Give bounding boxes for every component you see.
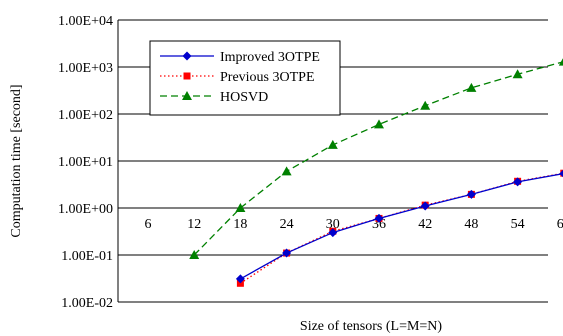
x-tick-label: 18 — [233, 217, 247, 232]
axes — [117, 20, 548, 303]
data-series — [189, 58, 563, 287]
y-tick-label: 1.00E-02 — [61, 296, 113, 311]
legend-item: Previous 3OTPE — [160, 70, 315, 85]
series-line — [240, 173, 563, 280]
legend-box — [149, 40, 341, 116]
data-point — [466, 82, 477, 92]
y-tick-label: 1.00E+03 — [58, 61, 113, 76]
data-point — [374, 119, 384, 129]
x-tick-labels: 6121824303642485460 — [145, 217, 563, 232]
data-point — [420, 100, 431, 110]
data-point — [558, 58, 563, 66]
x-tick-label: 6 — [145, 217, 152, 232]
data-point — [282, 248, 292, 258]
data-point — [183, 72, 191, 80]
data-point — [328, 228, 338, 238]
data-point — [374, 213, 384, 223]
data-point — [512, 69, 523, 79]
data-point — [420, 201, 430, 211]
x-tick-label: 24 — [280, 217, 294, 232]
data-point — [327, 139, 338, 149]
data-point — [513, 177, 523, 187]
x-tick-label: 54 — [511, 217, 525, 232]
y-tick-label: 1.00E+04 — [58, 14, 113, 29]
x-tick-label: 48 — [464, 217, 478, 232]
data-point — [182, 51, 192, 61]
data-point — [235, 274, 245, 284]
y-tick-label: 1.00E+02 — [58, 108, 113, 123]
legend-item: HOSVD — [160, 90, 268, 105]
data-point — [189, 250, 200, 259]
y-tick-label: 1.00E+00 — [58, 202, 113, 217]
x-axis-title: Size of tensors (L=M=N) — [300, 319, 442, 334]
data-point — [281, 166, 292, 176]
series-improved-3otpe — [235, 169, 563, 284]
x-tick-label: 42 — [418, 217, 432, 232]
series-hosvd — [189, 58, 563, 259]
legend-item: Improved 3OTPE — [160, 50, 320, 65]
data-point — [559, 169, 563, 178]
x-tick-label: 60 — [557, 217, 563, 232]
y-tick-label: 1.00E-01 — [61, 249, 113, 264]
data-point — [182, 91, 192, 100]
legend: Improved 3OTPE Previous 3OTPE HOSVD — [149, 40, 341, 116]
y-axis-title: Computation time [second] — [9, 84, 24, 237]
x-tick-label: 12 — [187, 217, 201, 232]
legend-label: Improved 3OTPE — [220, 50, 320, 65]
y-tick-labels: 1.00E+04 1.00E+03 1.00E+02 1.00E+01 1.00E+00… — [58, 14, 113, 311]
data-point — [466, 189, 476, 199]
y-tick-label: 1.00E+01 — [58, 155, 113, 170]
legend-label: Previous 3OTPE — [220, 70, 315, 85]
legend-label: HOSVD — [220, 90, 268, 105]
data-point — [235, 203, 246, 212]
